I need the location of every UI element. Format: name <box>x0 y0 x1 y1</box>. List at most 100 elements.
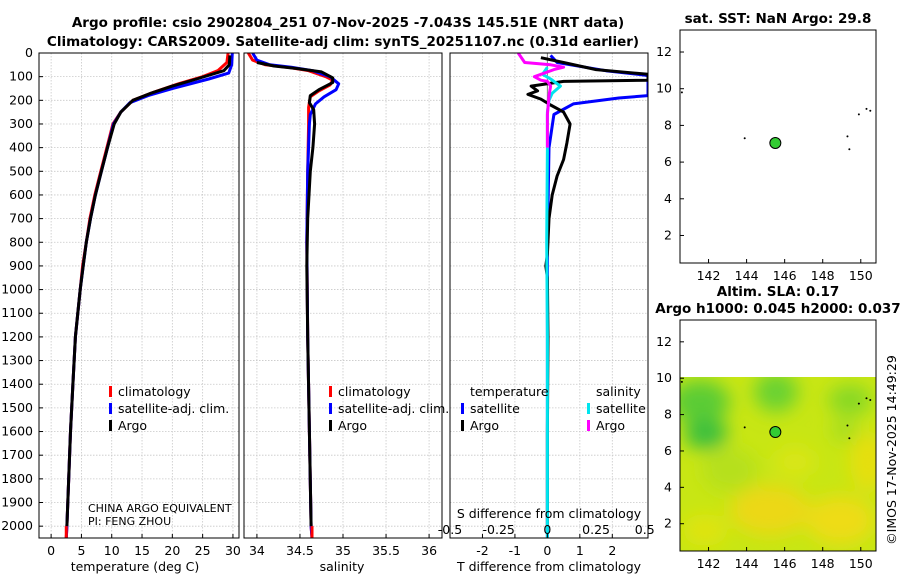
x-tick-label: 5 <box>77 543 85 558</box>
series-line-climatology <box>247 53 335 538</box>
lat-tick-label: 8 <box>664 117 672 132</box>
legend-label-argo: Argo <box>118 418 147 433</box>
lon-tick-label: 150 <box>849 268 873 283</box>
x-tick-label: 35.5 <box>372 543 400 558</box>
neighbour-point <box>846 424 849 427</box>
x-tick-label: 36 <box>421 543 437 558</box>
y-tick-label: 1700 <box>1 447 33 462</box>
sla-map-neighbour-points <box>680 380 872 440</box>
y-tick-label: 1200 <box>1 329 33 344</box>
difference-panel: -2 -1 0 1 2 -0.5 -0.25 0 0.25 0.5 S difference f… <box>438 52 655 574</box>
s-diff-tick-label: -0.5 <box>438 522 462 537</box>
lat-tick-label: 2 <box>664 516 672 531</box>
sst-map-longitude-ticks: 142 144 146 148 150 <box>697 259 873 283</box>
figure-title-line-2: Climatology: CARS2009. Satellite-adj cli… <box>47 34 639 50</box>
s-diff-tick-label: 0.25 <box>582 522 610 537</box>
y-tick-label: 900 <box>9 258 33 273</box>
t-difference-x-label: T difference from climatology <box>456 559 642 574</box>
x-tick-label: 34.5 <box>286 543 314 558</box>
neighbour-point <box>848 148 851 151</box>
y-tick-label: 400 <box>9 140 33 155</box>
legend-swatch-s-argo <box>587 420 590 431</box>
neighbour-point <box>865 397 868 400</box>
x-tick-label: -2 <box>476 543 488 558</box>
lon-tick-label: 142 <box>697 268 721 283</box>
neighbour-point <box>865 107 868 110</box>
salinity-x-label: salinity <box>320 559 365 574</box>
legend-swatch-satellite <box>109 403 112 414</box>
y-tick-label: 1600 <box>1 424 33 439</box>
neighbour-point <box>869 399 872 402</box>
s-diff-tick-label: -0.25 <box>483 522 515 537</box>
legend-swatch-t-satellite <box>461 403 464 414</box>
x-tick-label: 1 <box>576 543 584 558</box>
temperature-profile-lines <box>64 53 234 538</box>
pi-note: PI: FENG ZHOU <box>88 515 171 528</box>
lat-tick-label: 4 <box>664 479 672 494</box>
sla-map-float-marker <box>769 426 782 439</box>
sst-map-neighbour-points <box>680 91 872 151</box>
lat-tick-label: 12 <box>656 334 672 349</box>
lat-tick-label: 12 <box>656 44 672 59</box>
legend-swatch-s-satellite <box>587 403 590 414</box>
series-line-argo <box>65 55 232 527</box>
y-tick-label: 300 <box>9 116 33 131</box>
temperature-axes-box <box>38 52 240 539</box>
temperature-legend: climatology satellite-adj. clim. Argo <box>109 384 229 433</box>
neighbour-point <box>743 426 746 429</box>
s-difference-label: S difference from climatology <box>457 506 642 521</box>
depth-tick-labels: 0 100 200 300 400 500 600 700 800 900 1000 1100 1200… <box>1 45 43 533</box>
neighbour-point <box>848 437 851 440</box>
sst-map-panel: sat. SST: NaN Argo: 29.8 142 144 146 148 150… <box>656 11 877 283</box>
legend-label-s-satellite: satellite <box>596 401 646 416</box>
y-tick-label: 1300 <box>1 353 33 368</box>
sst-map-title: sat. SST: NaN Argo: 29.8 <box>685 11 872 27</box>
institution-note: CHINA ARGO EQUIVALENT <box>88 502 232 515</box>
lat-tick-label: 4 <box>664 191 672 206</box>
float-marker <box>769 137 782 150</box>
x-tick-label: 0 <box>543 543 551 558</box>
neighbour-point <box>680 91 683 94</box>
lat-tick-label: 10 <box>656 370 672 385</box>
legend-title-temperature: temperature <box>470 384 549 399</box>
timestamp-footer: ©IMOS 17-Nov-2025 14:49:29 <box>884 355 899 545</box>
sla-map-title-1: Altim. SLA: 0.17 <box>717 284 839 300</box>
sla-heatmap-field <box>680 377 876 551</box>
x-tick-label: 25 <box>195 543 211 558</box>
lon-tick-label: 144 <box>735 556 759 571</box>
bottom-marker-climatology <box>64 526 68 538</box>
lon-tick-label: 144 <box>735 268 759 283</box>
difference-profile-lines <box>516 53 648 538</box>
y-tick-label: 1100 <box>1 305 33 320</box>
x-tick-label: 2 <box>608 543 616 558</box>
series-line-satellite-adj-clim <box>64 53 234 538</box>
s-diff-tick-label: 0.5 <box>635 522 655 537</box>
y-tick-label: 1500 <box>1 400 33 415</box>
y-tick-label: 1900 <box>1 495 33 510</box>
y-tick-label: 600 <box>9 187 33 202</box>
sla-map-latitude-ticks: 2 4 6 8 10 12 <box>656 334 684 531</box>
legend-swatch-argo <box>329 420 332 431</box>
legend-title-salinity: salinity <box>596 384 641 399</box>
y-tick-label: 700 <box>9 211 33 226</box>
legend-swatch-t-argo <box>461 420 464 431</box>
float-marker <box>769 426 782 439</box>
bottom-marker-climatology <box>310 526 314 538</box>
legend-swatch-climatology <box>329 386 332 397</box>
legend-label-satellite: satellite-adj. clim. <box>338 401 449 416</box>
y-tick-label: 200 <box>9 92 33 107</box>
legend-label-climatology: climatology <box>118 384 191 399</box>
legend-label-argo: Argo <box>338 418 367 433</box>
lon-tick-label: 150 <box>849 556 873 571</box>
lon-tick-label: 146 <box>773 556 797 571</box>
y-tick-label: 0 <box>25 45 33 60</box>
neighbour-point <box>857 113 860 116</box>
salinity-profile-lines <box>247 53 341 538</box>
salinity-panel: 34 34.5 35 35.5 36 salinity climatology sate… <box>243 52 449 574</box>
legend-label-t-argo: Argo <box>470 418 499 433</box>
lat-tick-label: 6 <box>664 154 672 169</box>
figure-title-line-1: Argo profile: csio 2902804_251 07-Nov-20… <box>72 15 624 31</box>
y-tick-label: 2000 <box>1 518 33 533</box>
salinity-tick-labels: 34 34.5 35 35.5 36 <box>249 534 437 558</box>
